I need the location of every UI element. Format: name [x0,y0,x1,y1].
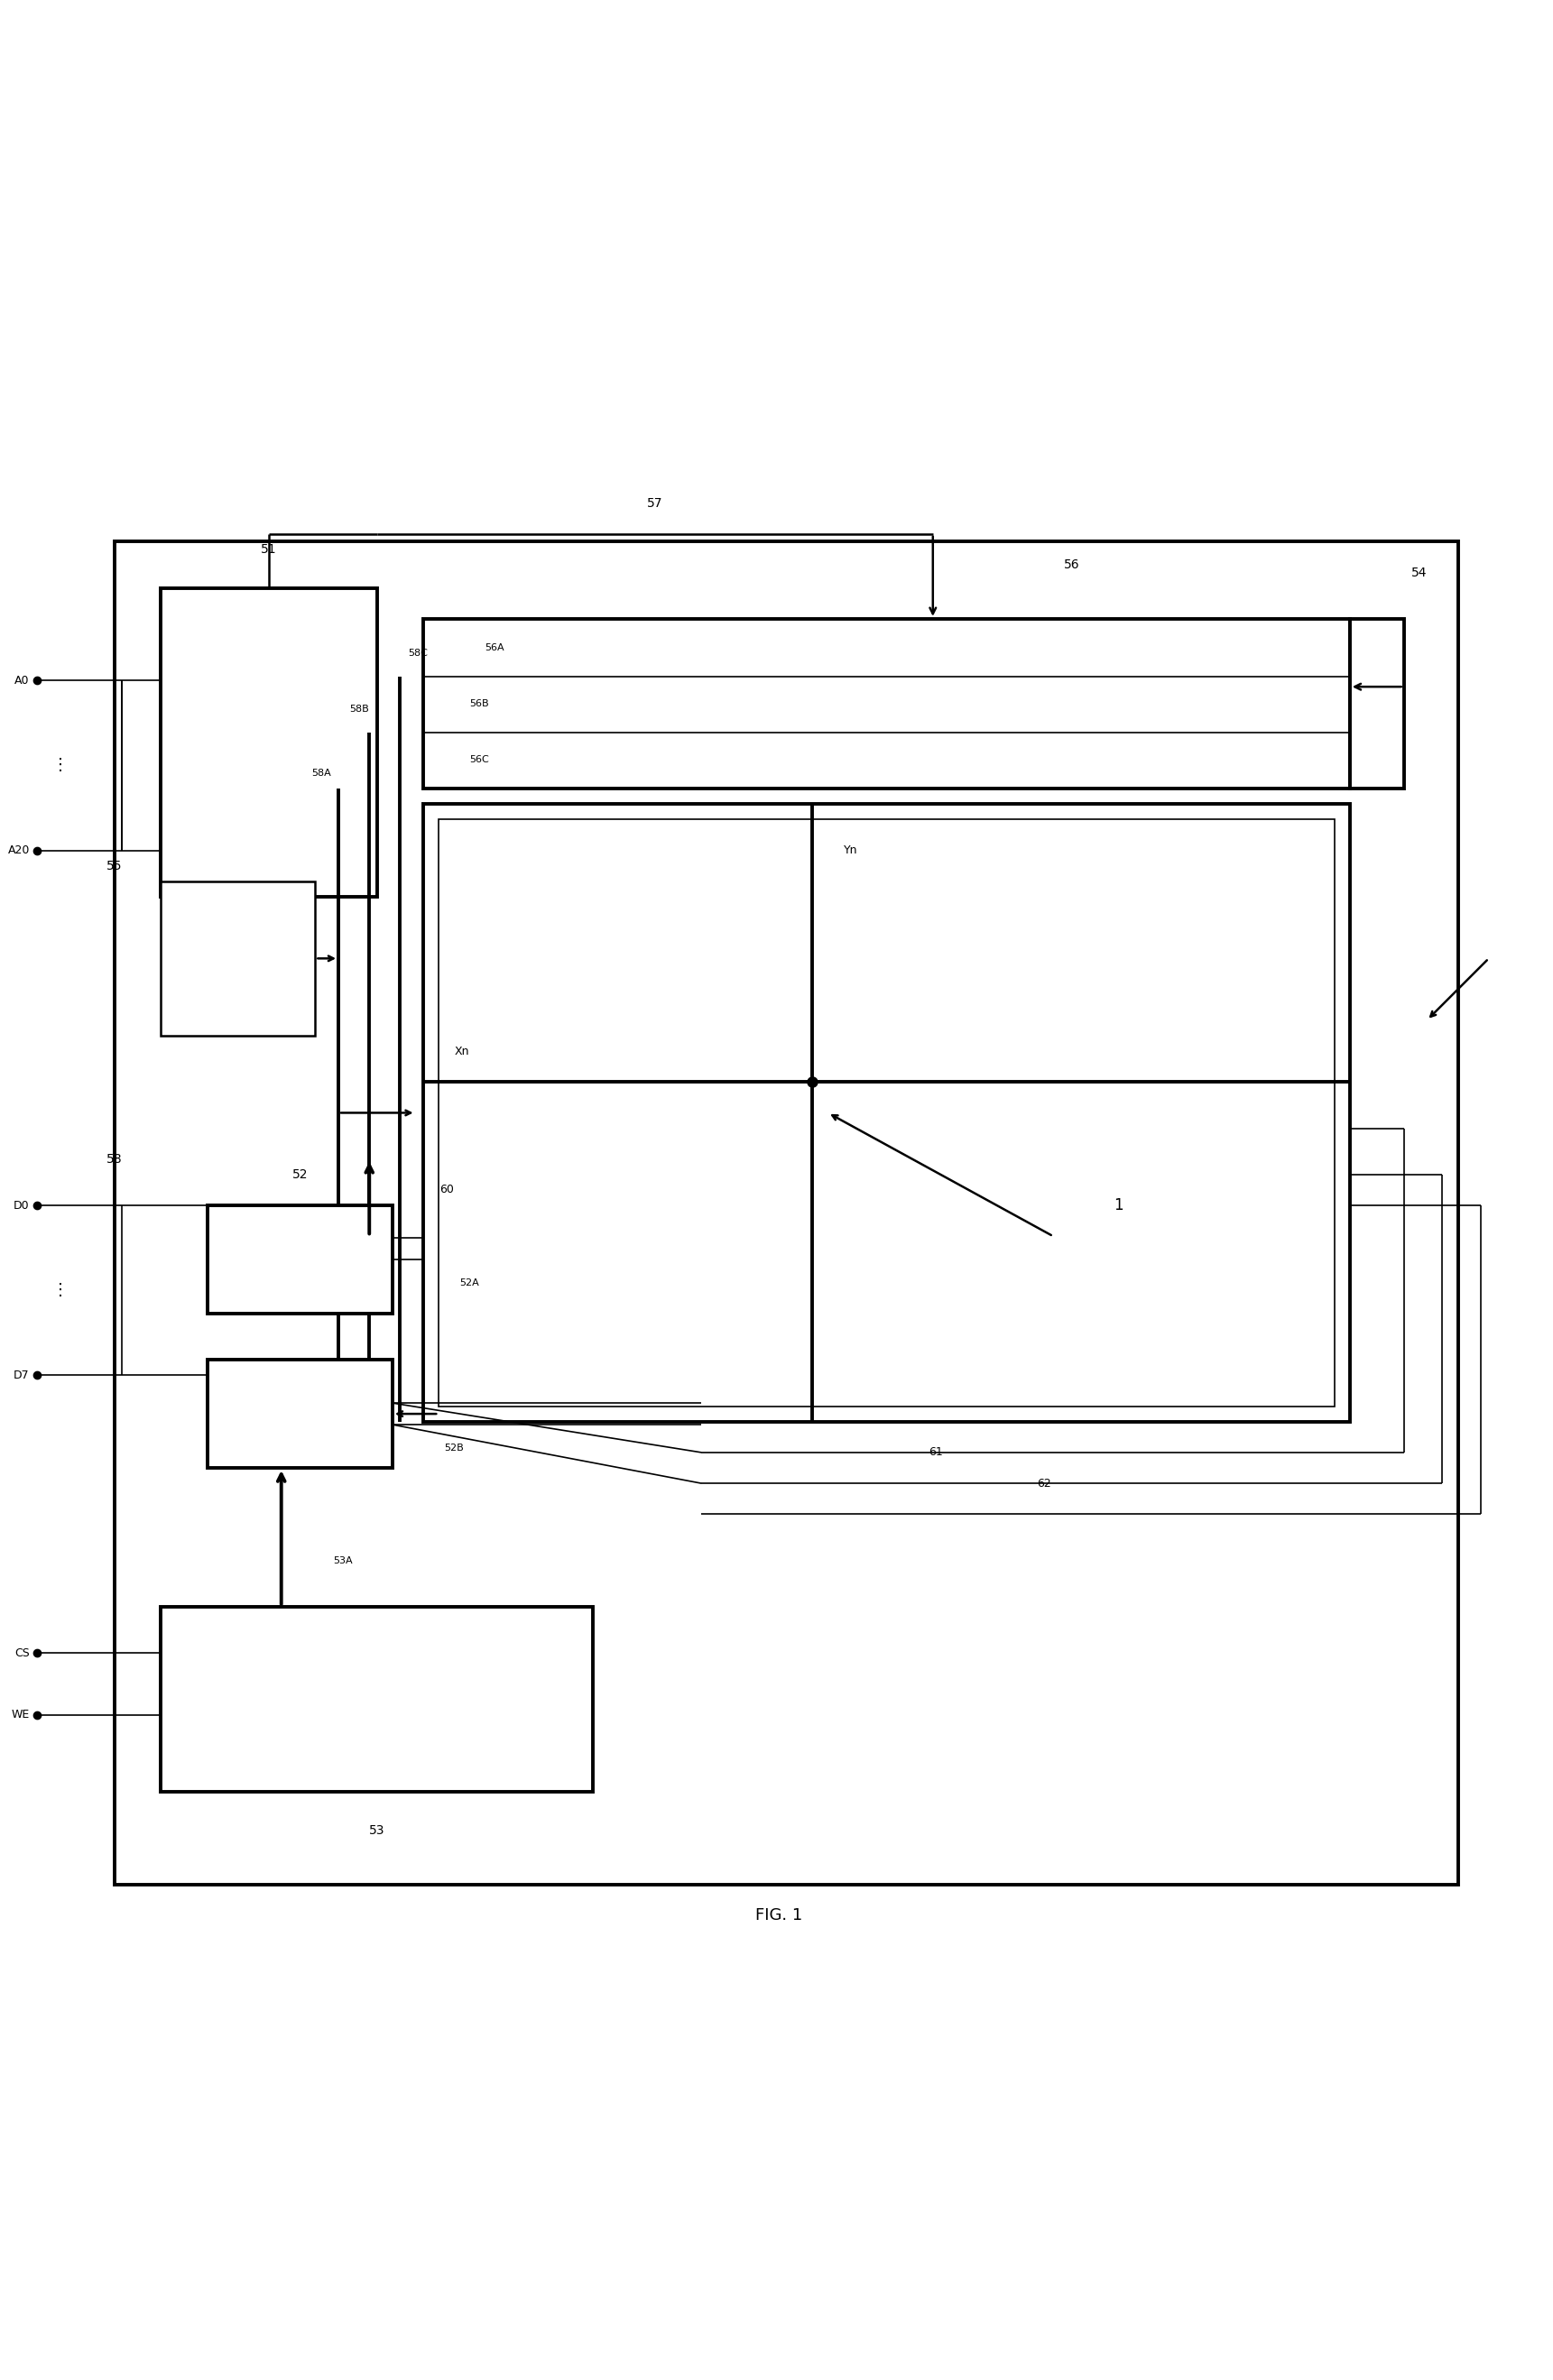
Text: 58A: 58A [311,769,331,778]
Text: ⋮: ⋮ [53,757,68,774]
Text: 53: 53 [370,1825,385,1837]
Text: 58C: 58C [408,650,427,657]
Text: 52A: 52A [460,1278,480,1288]
Text: 1: 1 [1114,1197,1123,1214]
Bar [424,619,1350,788]
Bar [115,543,1458,1885]
Text: D7: D7 [14,1368,30,1380]
Text: A0: A0 [14,674,30,685]
Text: 58B: 58B [349,704,370,714]
Text: 54: 54 [1412,566,1427,578]
Text: 56A: 56A [485,643,505,652]
Bar [162,1606,593,1792]
Bar [439,819,1334,1407]
Text: 51: 51 [261,543,276,555]
Text: WE: WE [11,1709,30,1721]
Bar [207,1204,393,1314]
Text: 56B: 56B [469,700,489,709]
Text: 55: 55 [107,859,123,871]
Bar [1350,619,1404,788]
Bar [162,881,315,1035]
Text: FIG. 1: FIG. 1 [755,1906,801,1923]
Text: 57: 57 [648,497,663,509]
Text: 52B: 52B [444,1442,464,1452]
Bar [162,588,377,897]
Text: 53A: 53A [334,1557,353,1566]
Text: 56C: 56C [469,754,489,764]
Text: 58: 58 [107,1152,123,1166]
Text: ⋮: ⋮ [53,1283,68,1299]
Text: 52: 52 [292,1169,307,1180]
Text: 60: 60 [439,1185,453,1195]
Bar [207,1359,393,1468]
Text: CS: CS [14,1647,30,1659]
Text: 61: 61 [929,1447,943,1459]
Text: D0: D0 [14,1200,30,1211]
Text: Yn: Yn [843,845,857,857]
Text: Xn: Xn [453,1045,469,1057]
Text: 56: 56 [1064,559,1079,571]
Text: A20: A20 [8,845,30,857]
Bar [424,804,1350,1421]
Text: 62: 62 [1037,1478,1051,1490]
